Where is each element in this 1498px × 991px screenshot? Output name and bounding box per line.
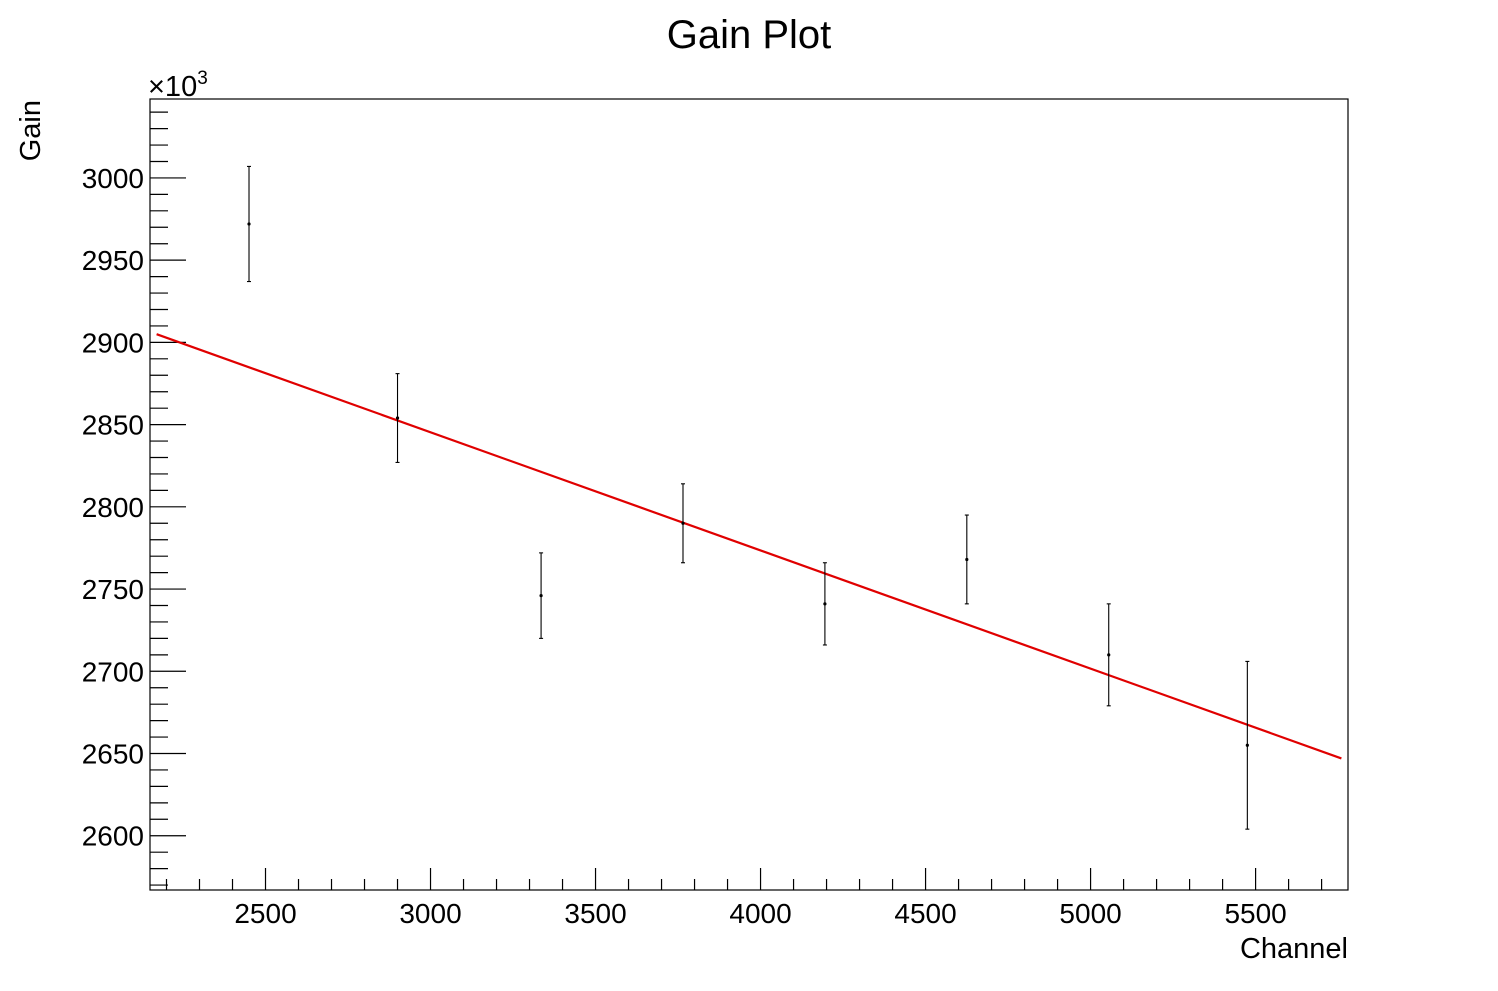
point-marker <box>539 594 543 598</box>
y-tick-label: 2950 <box>82 245 144 276</box>
chart-title: Gain Plot <box>667 13 832 57</box>
point-marker <box>965 557 969 562</box>
point-marker <box>247 222 251 226</box>
y-tick-label: 2600 <box>82 821 144 852</box>
data-point <box>247 165 252 283</box>
x-tick-label: 3500 <box>564 898 626 929</box>
y-axis-label: Gain <box>15 100 47 161</box>
y-tick-label: 2750 <box>82 574 144 605</box>
x-tick-label: 3000 <box>399 898 461 929</box>
y-tick-label: 2700 <box>82 656 144 687</box>
axis-ticks <box>150 111 1323 890</box>
data-point <box>964 514 969 605</box>
point-marker <box>395 416 400 420</box>
x-tick-label: 5500 <box>1224 898 1286 929</box>
axis-tick-labels: 2500 3000 3500 4000 4500 5000 5500 2600 2650 2700… <box>82 163 1287 929</box>
y-tick-label: 2800 <box>82 492 144 523</box>
point-marker <box>1107 653 1111 657</box>
x-tick-label: 4500 <box>894 898 956 929</box>
x-axis-label: Channel <box>1240 933 1348 965</box>
data-point <box>1245 660 1250 830</box>
data-points <box>247 165 1250 830</box>
point-marker <box>823 602 827 606</box>
plot-frame <box>149 98 1349 891</box>
data-point <box>539 552 544 639</box>
fit-line <box>156 333 1342 760</box>
x-tick-label: 2500 <box>234 898 296 929</box>
point-marker <box>1245 743 1249 747</box>
data-point <box>680 483 685 564</box>
y-axis-multiplier: ×103 <box>148 68 208 103</box>
y-tick-label: 3000 <box>82 163 144 194</box>
y-tick-label: 2650 <box>82 739 144 770</box>
y-tick-label: 2900 <box>82 327 144 358</box>
data-point <box>1106 603 1111 707</box>
data-point <box>822 562 827 646</box>
point-marker <box>681 521 685 525</box>
x-tick-label: 5000 <box>1059 898 1121 929</box>
fit-line-group <box>156 333 1342 760</box>
y-tick-label: 2850 <box>82 410 144 441</box>
data-point <box>395 373 400 463</box>
x-tick-label: 4000 <box>729 898 791 929</box>
